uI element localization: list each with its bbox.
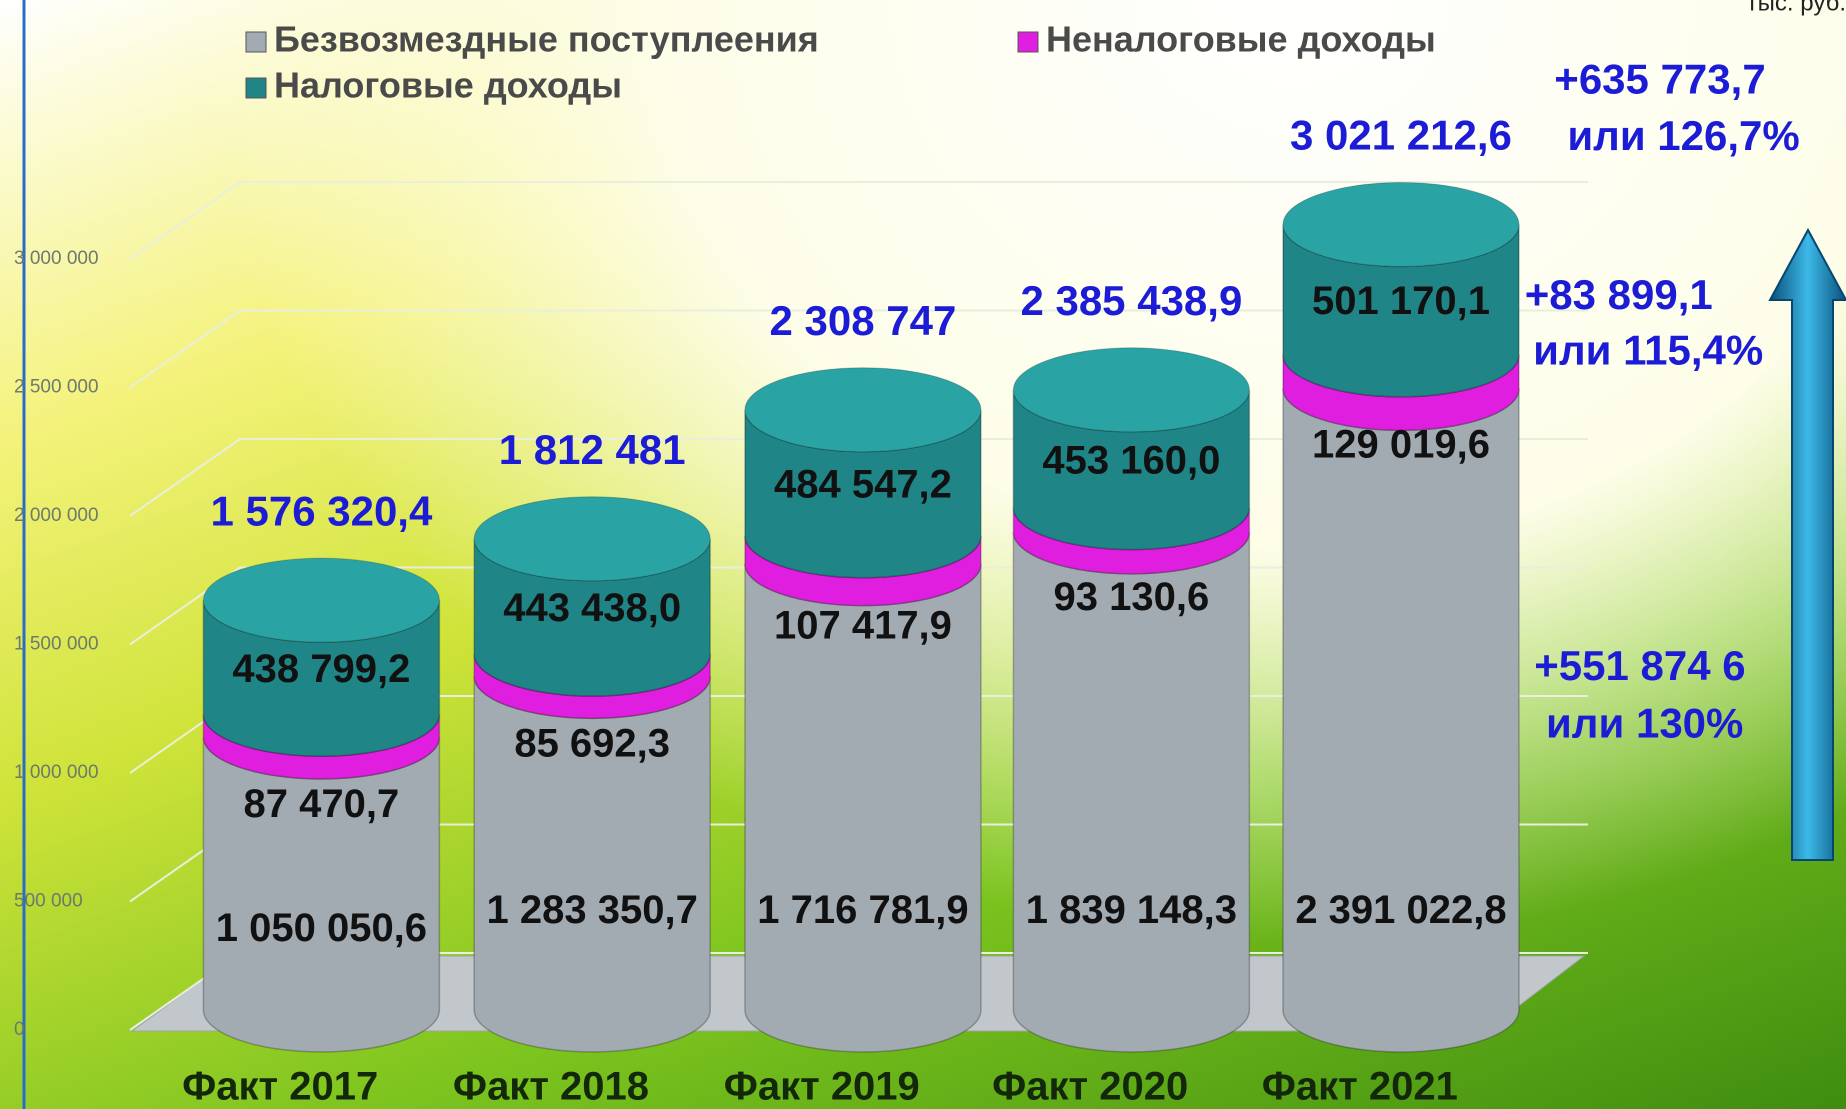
grid-line <box>129 181 1588 260</box>
grid-line <box>129 309 1588 389</box>
value-label: 1 716 781,9 <box>757 888 968 932</box>
y-tick-label: 500 000 <box>14 891 83 912</box>
legend-label: Неналоговые доходы <box>1046 19 1436 60</box>
growth-arrow <box>1768 227 1846 861</box>
cylinder-top <box>744 367 982 453</box>
total-label: 3 021 212,6 <box>1290 112 1512 159</box>
y-tick-label: 3 000 000 <box>14 248 99 269</box>
y-tick-label: 1 000 000 <box>14 762 99 783</box>
x-tick-label: Факт 2020 <box>992 1065 1188 1109</box>
value-label: 107 417,9 <box>774 603 952 647</box>
y-tick-label: 1 500 000 <box>14 634 99 655</box>
value-label: 1 050 050,6 <box>216 906 427 950</box>
annotation: или 130% <box>1546 699 1743 746</box>
cylinder-top <box>1282 181 1520 267</box>
value-label: 87 470,7 <box>244 782 400 826</box>
total-label: 1 812 481 <box>499 426 686 473</box>
cylinder-segment <box>1282 388 1520 1053</box>
unit-label: тыс. руб. <box>1747 0 1846 16</box>
value-label: 93 130,6 <box>1054 575 1210 619</box>
total-label: 2 385 438,9 <box>1020 277 1242 324</box>
x-tick-label: Факт 2019 <box>724 1065 920 1109</box>
cylinder-top <box>202 557 440 643</box>
annotation: +83 899,1 <box>1525 271 1713 318</box>
legend-label: Налоговые доходы <box>274 65 622 106</box>
value-label: 443 438,0 <box>503 586 681 630</box>
legend-swatch <box>1017 31 1039 53</box>
cylinder-top <box>1012 347 1250 433</box>
value-label: 1 283 350,7 <box>487 888 698 932</box>
value-label: 453 160,0 <box>1042 438 1220 482</box>
y-tick-label: 0 <box>14 1019 25 1040</box>
total-label: 1 576 320,4 <box>210 487 433 534</box>
legend-swatch <box>245 77 267 99</box>
value-label: 85 692,3 <box>514 722 670 766</box>
legend-label: Безвозмездные поступлеения <box>274 19 819 60</box>
legend-swatch <box>245 31 267 53</box>
cylinder-top <box>473 496 711 582</box>
value-label: 438 799,2 <box>232 647 410 691</box>
x-tick-label: Факт 2021 <box>1262 1065 1458 1109</box>
x-tick-label: Факт 2017 <box>182 1065 378 1109</box>
y-tick-label: 2 000 000 <box>14 505 99 526</box>
annotation: +635 773,7 <box>1554 56 1765 103</box>
total-label: 2 308 747 <box>770 297 957 344</box>
value-label: 1 839 148,3 <box>1026 888 1237 932</box>
value-label: 501 170,1 <box>1312 279 1490 323</box>
value-label: 2 391 022,8 <box>1295 888 1506 932</box>
annotation: +551 874 6 <box>1534 642 1745 689</box>
value-label: 484 547,2 <box>774 462 952 506</box>
annotation: или 115,4% <box>1533 326 1763 373</box>
value-label: 129 019,6 <box>1312 422 1490 466</box>
annotation: или 126,7% <box>1567 112 1799 159</box>
y-tick-label: 2 500 000 <box>14 377 99 398</box>
x-tick-label: Факт 2018 <box>453 1065 649 1109</box>
